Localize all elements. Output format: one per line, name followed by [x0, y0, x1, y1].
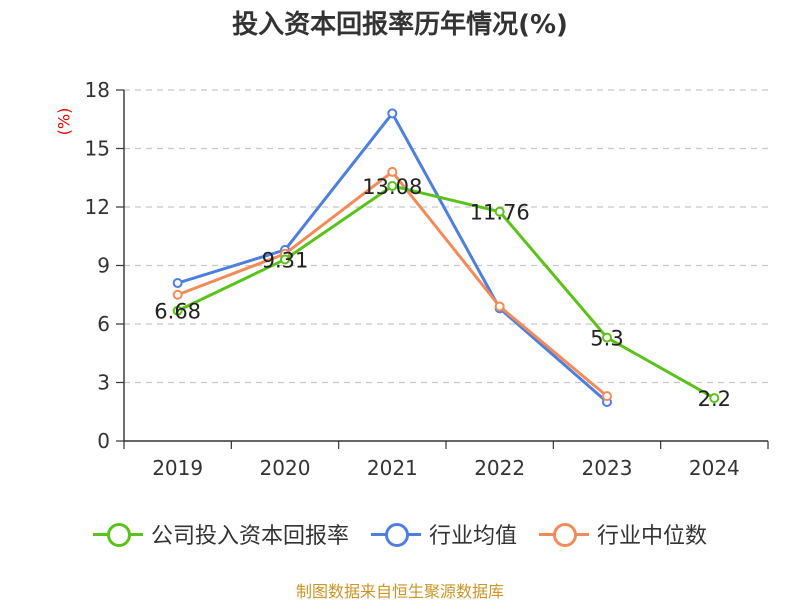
line-chart: 0 3 6 9 12 15 18 2019 2020 2021 2022 2023 2024 6.68 9… — [85, 78, 769, 480]
series-line-0 — [177, 184, 716, 400]
y-tick-label-15: 15 — [85, 137, 110, 161]
series-0-point-2019 — [172, 305, 183, 316]
x-tick-label-2020: 2020 — [260, 456, 311, 480]
series-2-point-2023 — [602, 391, 612, 402]
series-2-point-2021 — [387, 166, 398, 177]
axes: 0 3 6 9 12 15 18 2019 2020 2021 2022 2023 2024 — [85, 78, 769, 480]
legend-item-industry-average[interactable]: 行业均值 — [370, 518, 517, 550]
series-1-point-2019 — [172, 278, 183, 289]
data-labels: 6.68 9.31 13.08 11.76 5.3 2.2 — [154, 175, 731, 411]
series-2-point-2022 — [494, 301, 505, 312]
chart-title: 投入资本回报率历年情况(%) — [232, 10, 568, 40]
x-tick-label-2023: 2023 — [582, 456, 633, 480]
series-0-point-2023 — [602, 332, 612, 343]
data-label-2022: 11.76 — [470, 201, 530, 225]
legend-label-industry-median: 行业中位数 — [597, 524, 708, 549]
series-1-point-2021 — [387, 108, 398, 119]
y-tick-label-0: 0 — [97, 429, 110, 453]
data-label-2020: 9.31 — [262, 248, 309, 272]
data-label-2024: 2.2 — [698, 387, 731, 411]
data-source-note: 制图数据来自恒生聚源数据库 — [295, 582, 504, 601]
y-tick-label-18: 18 — [85, 78, 110, 102]
legend-swatch-industry-median — [539, 522, 589, 547]
legend: 公司投入资本回报率 行业均值 行业中位数 — [0, 518, 800, 550]
series-line-1 — [177, 111, 608, 404]
legend-swatch-company — [92, 522, 143, 547]
series-0-point-2022 — [494, 206, 505, 217]
series-0-point-2021 — [387, 180, 398, 191]
y-tick-label-3: 3 — [97, 371, 110, 395]
x-tick-label-2019: 2019 — [152, 456, 203, 480]
x-tick-label-2021: 2021 — [367, 456, 418, 480]
series-0-point-2020 — [280, 254, 290, 265]
data-label-2023: 5.3 — [590, 327, 623, 351]
series-2-point-2019 — [172, 289, 183, 300]
y-tick-label-6: 6 — [97, 312, 110, 336]
y-tick-label-12: 12 — [85, 195, 110, 219]
series-0-point-2024 — [709, 393, 720, 404]
legend-item-industry-median[interactable]: 行业中位数 — [539, 518, 707, 550]
x-tick-label-2022: 2022 — [474, 456, 525, 480]
grid-lines — [124, 89, 768, 384]
data-label-2019: 6.68 — [154, 300, 201, 324]
series-line-2 — [177, 170, 608, 398]
data-label-2021: 13.08 — [362, 175, 422, 199]
y-tick-label-9: 9 — [97, 254, 110, 278]
x-tick-label-2024: 2024 — [689, 456, 740, 480]
legend-label-industry-average: 行业均值 — [428, 524, 517, 549]
legend-swatch-industry-average — [370, 522, 421, 547]
series-group — [172, 108, 720, 407]
legend-label-company: 公司投入资本回报率 — [150, 524, 349, 549]
legend-item-company[interactable]: 公司投入资本回报率 — [92, 518, 349, 550]
